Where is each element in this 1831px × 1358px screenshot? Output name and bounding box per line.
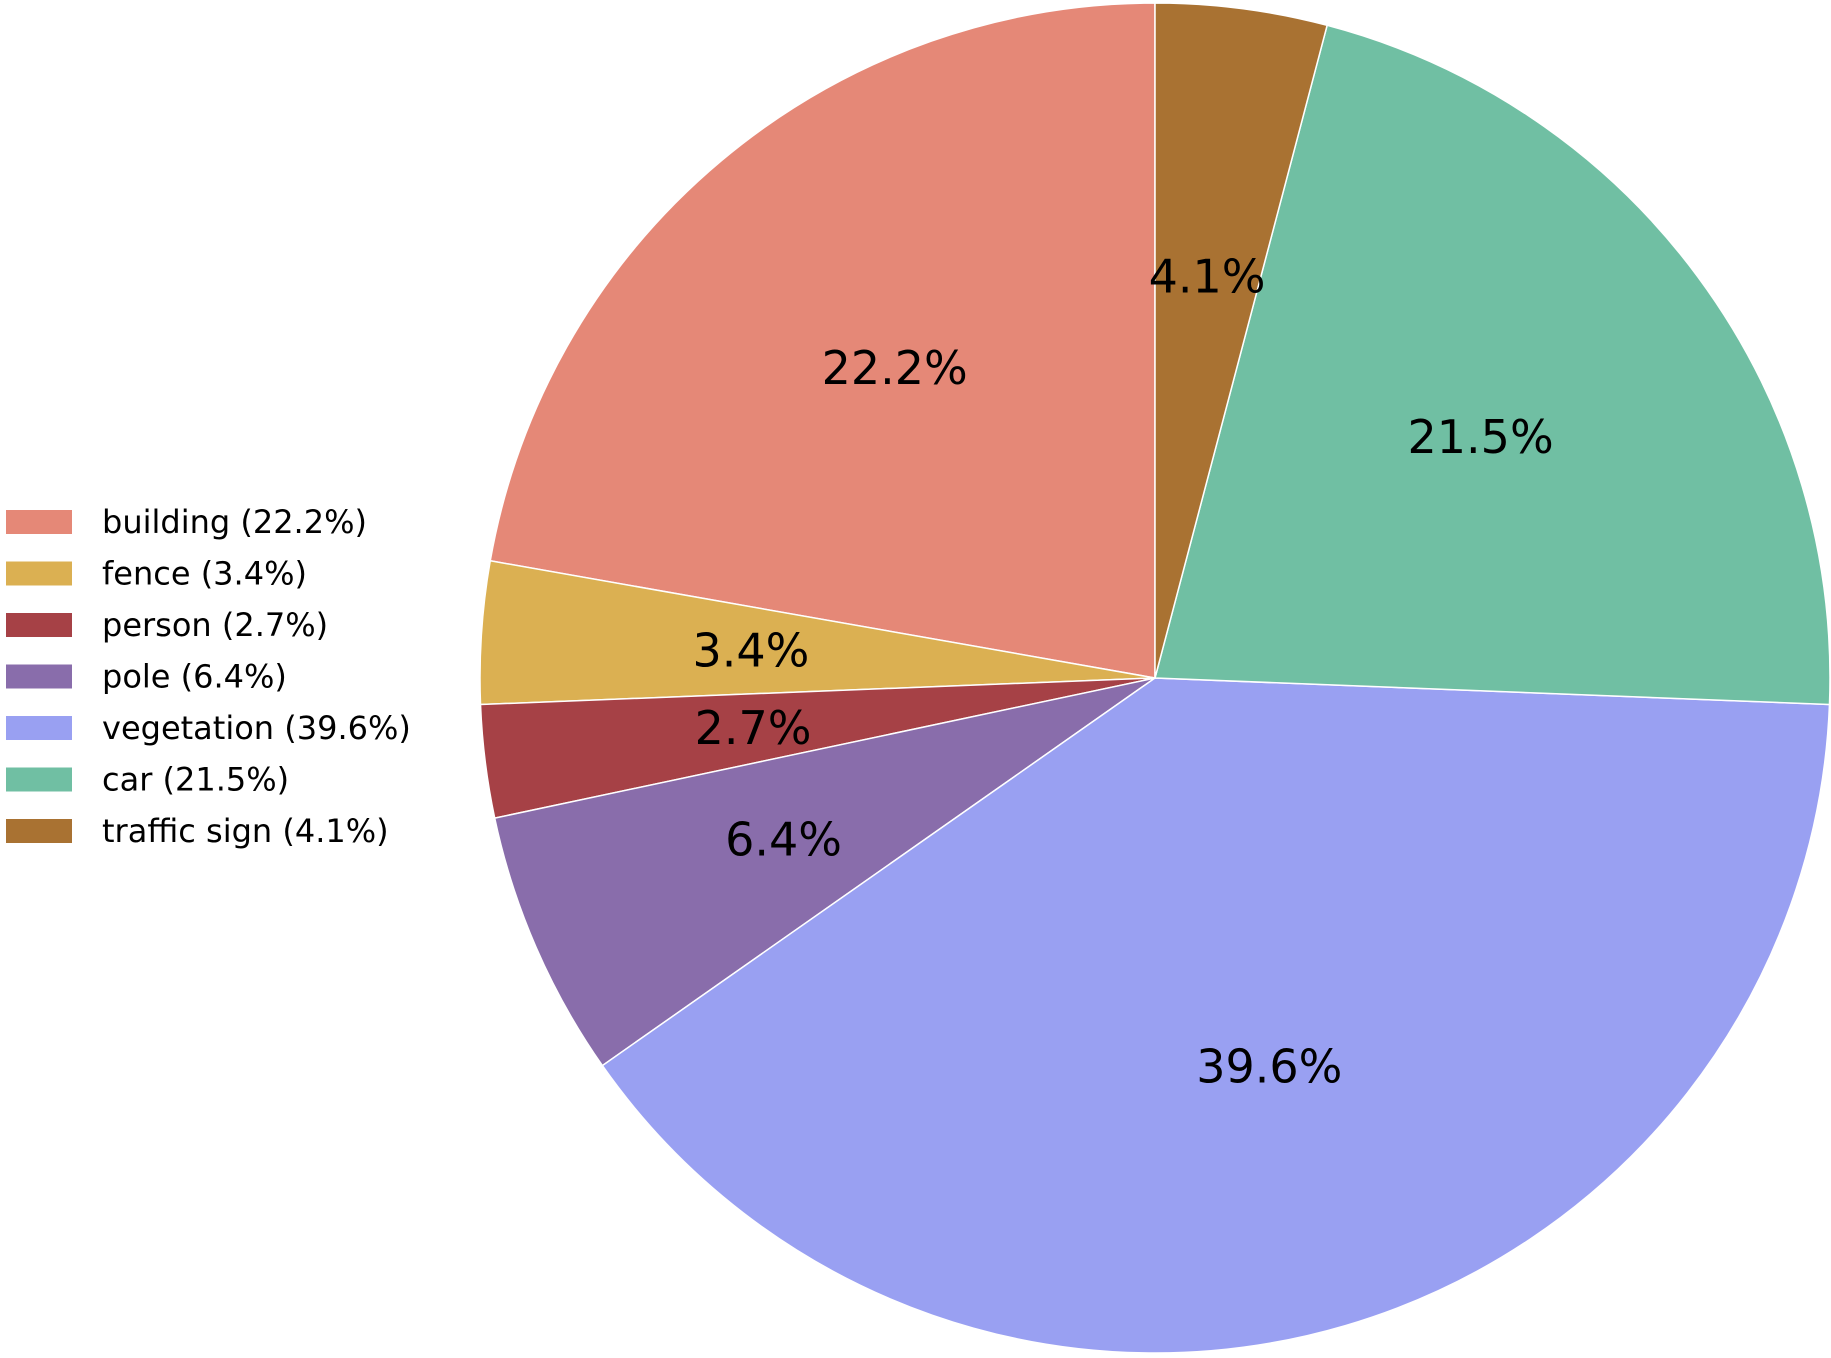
- pie-label-building: 22.2%: [822, 341, 968, 395]
- legend-item-fence: fence (3.4%): [6, 555, 307, 593]
- legend-item-traffic-sign: traffic sign (4.1%): [6, 812, 389, 850]
- pie-label-fence: 3.4%: [692, 624, 809, 678]
- pie-label-car: 21.5%: [1408, 410, 1554, 464]
- legend-swatch-building: [6, 510, 72, 534]
- pie-slices: [479, 2, 1831, 1354]
- legend-swatch-pole: [6, 664, 72, 689]
- legend-label-vegetation: vegetation (39.6%): [102, 709, 411, 747]
- legend: building (22.2%) fence (3.4%) person (2.7%…: [6, 503, 411, 850]
- pie-slice-traffic-sign: [1154, 2, 1328, 679]
- legend-label-pole: pole (6.4%): [102, 658, 287, 696]
- pie-label-person: 2.7%: [695, 701, 812, 755]
- legend-label-traffic-sign: traffic sign (4.1%): [102, 812, 389, 850]
- pie-percent-labels: 22.2% 3.4% 2.7% 6.4% 39.6% 21.5% 4.1%: [692, 249, 1553, 1093]
- legend-swatch-fence: [6, 561, 72, 586]
- legend-item-pole: pole (6.4%): [6, 658, 287, 696]
- pie-label-traffic-sign: 4.1%: [1149, 249, 1266, 303]
- legend-label-building: building (22.2%): [102, 503, 367, 541]
- legend-label-fence: fence (3.4%): [102, 555, 307, 593]
- pie-slice-building: [489, 2, 1156, 679]
- pie-slice-car: [1154, 24, 1831, 706]
- pie-label-pole: 6.4%: [725, 813, 842, 867]
- legend-item-car: car (21.5%): [6, 761, 289, 799]
- legend-item-vegetation: vegetation (39.6%): [6, 709, 411, 747]
- pie-slice-pole: [493, 677, 1156, 1067]
- pie-label-vegetation: 39.6%: [1196, 1040, 1342, 1094]
- legend-swatch-vegetation: [6, 716, 72, 740]
- legend-label-car: car (21.5%): [102, 761, 289, 799]
- legend-swatch-traffic-sign: [6, 819, 72, 843]
- legend-swatch-car: [6, 767, 72, 792]
- legend-label-person: person (2.7%): [102, 606, 328, 644]
- legend-swatch-person: [6, 613, 72, 637]
- pie-slice-vegetation: [601, 677, 1831, 1354]
- legend-item-person: person (2.7%): [6, 606, 328, 644]
- legend-item-building: building (22.2%): [6, 503, 367, 541]
